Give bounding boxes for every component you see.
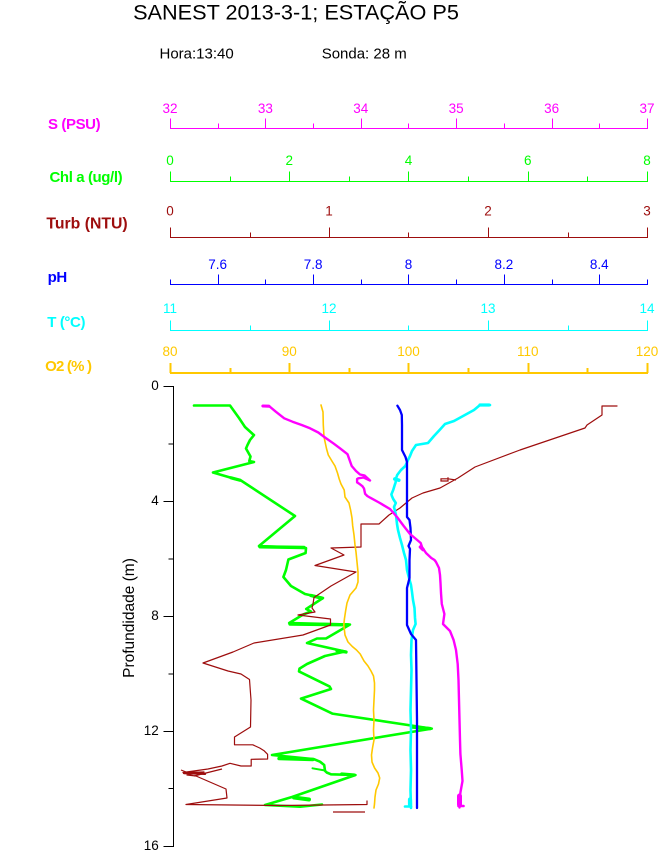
svg-text:pH: pH [48, 269, 67, 286]
svg-text:S (PSU): S (PSU) [48, 116, 101, 133]
svg-text:8: 8 [643, 153, 651, 168]
svg-text:7.6: 7.6 [208, 257, 227, 272]
svg-text:16: 16 [144, 838, 159, 853]
svg-text:110: 110 [517, 344, 539, 359]
svg-text:8.2: 8.2 [495, 257, 514, 272]
svg-text:Profundidade (m): Profundidade (m) [121, 558, 138, 678]
svg-text:3: 3 [643, 203, 651, 218]
svg-text:35: 35 [449, 101, 464, 116]
svg-text:7.8: 7.8 [304, 257, 323, 272]
svg-text:Hora:13:40: Hora:13:40 [160, 46, 234, 63]
svg-text:33: 33 [258, 101, 273, 116]
svg-text:2: 2 [484, 203, 492, 218]
svg-text:Chl a (ug/l): Chl a (ug/l) [50, 169, 123, 186]
svg-text:T (°C): T (°C) [47, 314, 85, 331]
svg-text:80: 80 [162, 344, 177, 359]
svg-text:37: 37 [639, 101, 654, 116]
svg-text:0: 0 [151, 378, 159, 393]
svg-text:8: 8 [151, 608, 159, 623]
svg-text:Sonda: 28 m: Sonda: 28 m [322, 46, 407, 63]
svg-text:100: 100 [397, 344, 420, 359]
svg-text:O2 (% ): O2 (% ) [45, 358, 92, 375]
svg-text:Turb (NTU): Turb (NTU) [46, 216, 127, 233]
svg-text:12: 12 [144, 723, 159, 738]
svg-text:4: 4 [151, 493, 159, 508]
svg-text:120: 120 [636, 344, 659, 359]
svg-text:90: 90 [282, 344, 297, 359]
svg-text:11: 11 [163, 301, 177, 316]
svg-text:SANEST 2013-3-1; ESTAÇÃO P5: SANEST 2013-3-1; ESTAÇÃO P5 [133, 0, 459, 25]
svg-text:4: 4 [405, 153, 413, 168]
svg-text:2: 2 [285, 153, 293, 168]
svg-text:6: 6 [524, 153, 532, 168]
svg-text:36: 36 [544, 101, 559, 116]
svg-text:14: 14 [639, 301, 655, 316]
svg-text:0: 0 [166, 203, 174, 218]
svg-text:0: 0 [166, 153, 174, 168]
svg-text:32: 32 [162, 101, 177, 116]
svg-text:34: 34 [353, 101, 369, 116]
svg-text:8: 8 [405, 257, 413, 272]
svg-text:1: 1 [325, 203, 333, 218]
svg-text:8.4: 8.4 [590, 257, 609, 272]
svg-text:13: 13 [480, 301, 495, 316]
svg-text:12: 12 [321, 301, 336, 316]
